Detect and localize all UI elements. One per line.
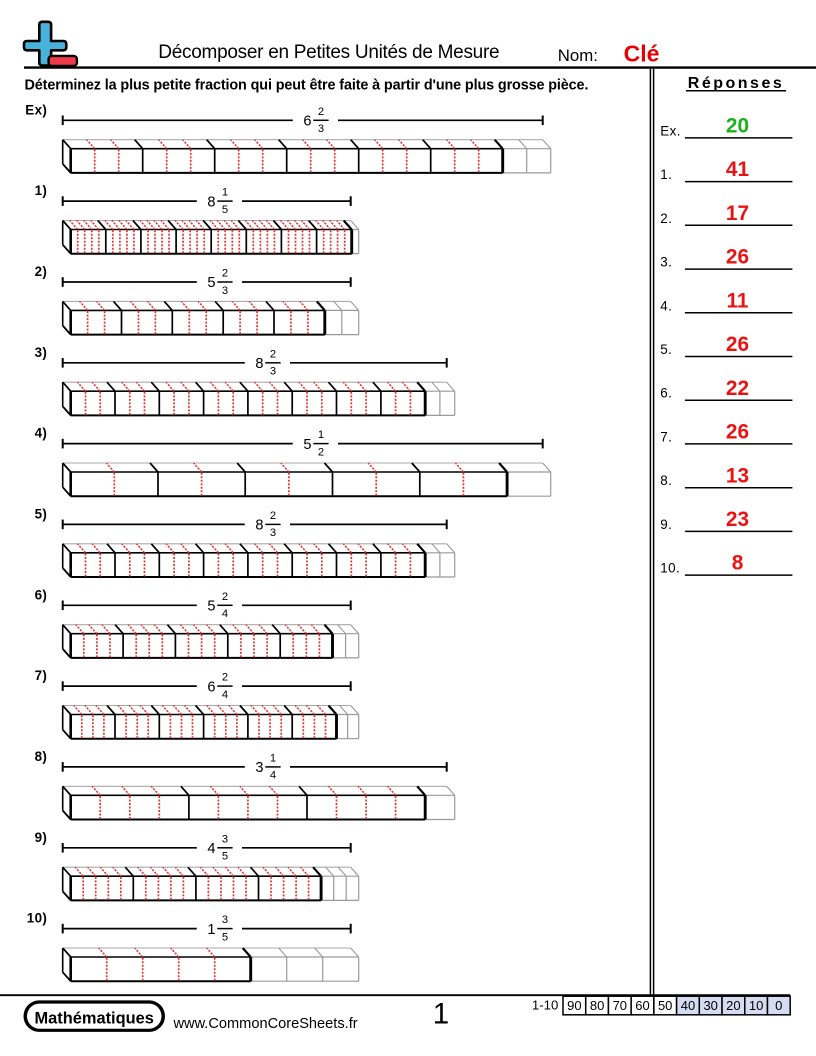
svg-text:3.: 3. [660, 255, 672, 270]
svg-text:7): 7) [35, 668, 48, 683]
svg-text:6): 6) [35, 587, 48, 602]
svg-text:1): 1) [35, 183, 48, 198]
svg-text:70: 70 [613, 998, 627, 1013]
svg-text:23: 23 [726, 508, 749, 531]
svg-text:9.: 9. [660, 517, 672, 532]
svg-text:4.: 4. [660, 298, 672, 313]
svg-text:1: 1 [222, 187, 228, 199]
svg-text:5: 5 [222, 204, 228, 216]
svg-text:17: 17 [726, 202, 749, 225]
svg-text:41: 41 [726, 158, 749, 181]
svg-text:5: 5 [207, 599, 215, 615]
svg-text:2: 2 [222, 591, 228, 603]
svg-text:2: 2 [270, 348, 276, 360]
svg-text:60: 60 [635, 998, 649, 1013]
svg-text:3: 3 [270, 527, 276, 539]
svg-text:www.CommonCoreSheets.fr: www.CommonCoreSheets.fr [173, 1016, 358, 1032]
svg-text:11: 11 [727, 289, 749, 312]
svg-text:5: 5 [207, 275, 215, 291]
svg-text:13: 13 [726, 464, 749, 487]
svg-text:5.: 5. [660, 342, 672, 357]
svg-text:1.: 1. [660, 167, 672, 182]
svg-text:Réponses: Réponses [688, 75, 784, 92]
svg-text:8: 8 [207, 194, 215, 210]
svg-text:80: 80 [590, 998, 604, 1013]
svg-text:26: 26 [726, 421, 749, 444]
svg-text:20: 20 [726, 115, 749, 138]
svg-text:7.: 7. [660, 429, 672, 444]
svg-text:6: 6 [303, 114, 311, 130]
svg-text:3: 3 [222, 914, 228, 926]
svg-text:1-10: 1-10 [532, 998, 558, 1013]
svg-text:4: 4 [270, 770, 276, 782]
svg-text:5): 5) [35, 506, 48, 521]
svg-text:2): 2) [35, 264, 48, 279]
svg-text:8: 8 [732, 552, 744, 575]
svg-text:Déterminez la plus petite frac: Déterminez la plus petite fraction qui p… [25, 78, 589, 94]
svg-text:0: 0 [775, 998, 782, 1013]
svg-text:9): 9) [35, 830, 48, 845]
svg-text:8: 8 [255, 518, 263, 534]
svg-text:1: 1 [270, 753, 276, 765]
svg-text:8): 8) [35, 749, 48, 764]
svg-text:2: 2 [222, 672, 228, 684]
svg-text:2: 2 [270, 510, 276, 522]
svg-text:1: 1 [433, 997, 449, 1030]
svg-text:26: 26 [726, 246, 749, 269]
svg-text:2: 2 [318, 106, 324, 118]
svg-text:5: 5 [222, 851, 228, 863]
svg-text:3): 3) [35, 345, 48, 360]
svg-text:20: 20 [726, 998, 740, 1013]
svg-text:3: 3 [255, 760, 263, 776]
svg-text:1: 1 [318, 429, 324, 441]
svg-text:3: 3 [270, 366, 276, 378]
svg-text:Ex): Ex) [25, 102, 47, 117]
svg-text:3: 3 [318, 123, 324, 135]
svg-text:2: 2 [222, 268, 228, 280]
svg-text:2: 2 [318, 446, 324, 458]
svg-text:Nom:: Nom: [558, 46, 598, 65]
svg-text:4: 4 [222, 689, 228, 701]
svg-text:Clé: Clé [624, 41, 660, 67]
svg-text:3: 3 [222, 285, 228, 297]
svg-text:90: 90 [567, 998, 581, 1013]
svg-text:1: 1 [207, 922, 215, 938]
svg-text:Ex.: Ex. [660, 123, 681, 138]
svg-text:6: 6 [207, 679, 215, 695]
svg-text:Décomposer en Petites Unités d: Décomposer en Petites Unités de Mesure [158, 42, 499, 63]
svg-text:3: 3 [222, 833, 228, 845]
svg-text:8.: 8. [660, 473, 672, 488]
svg-text:4: 4 [222, 608, 228, 620]
svg-text:26: 26 [726, 333, 749, 356]
svg-text:5: 5 [303, 437, 311, 453]
svg-text:8: 8 [255, 356, 263, 372]
svg-text:4): 4) [35, 426, 48, 441]
svg-text:Mathématiques: Mathématiques [35, 1009, 154, 1027]
svg-text:6.: 6. [660, 386, 672, 401]
svg-text:4: 4 [207, 841, 215, 857]
svg-text:50: 50 [658, 998, 672, 1013]
svg-text:2.: 2. [660, 211, 672, 226]
svg-text:10.: 10. [660, 561, 680, 576]
svg-text:22: 22 [726, 377, 749, 400]
svg-text:30: 30 [703, 998, 717, 1013]
svg-text:40: 40 [681, 998, 695, 1013]
svg-text:10): 10) [27, 911, 48, 926]
svg-text:5: 5 [222, 931, 228, 943]
svg-text:10: 10 [749, 998, 763, 1013]
